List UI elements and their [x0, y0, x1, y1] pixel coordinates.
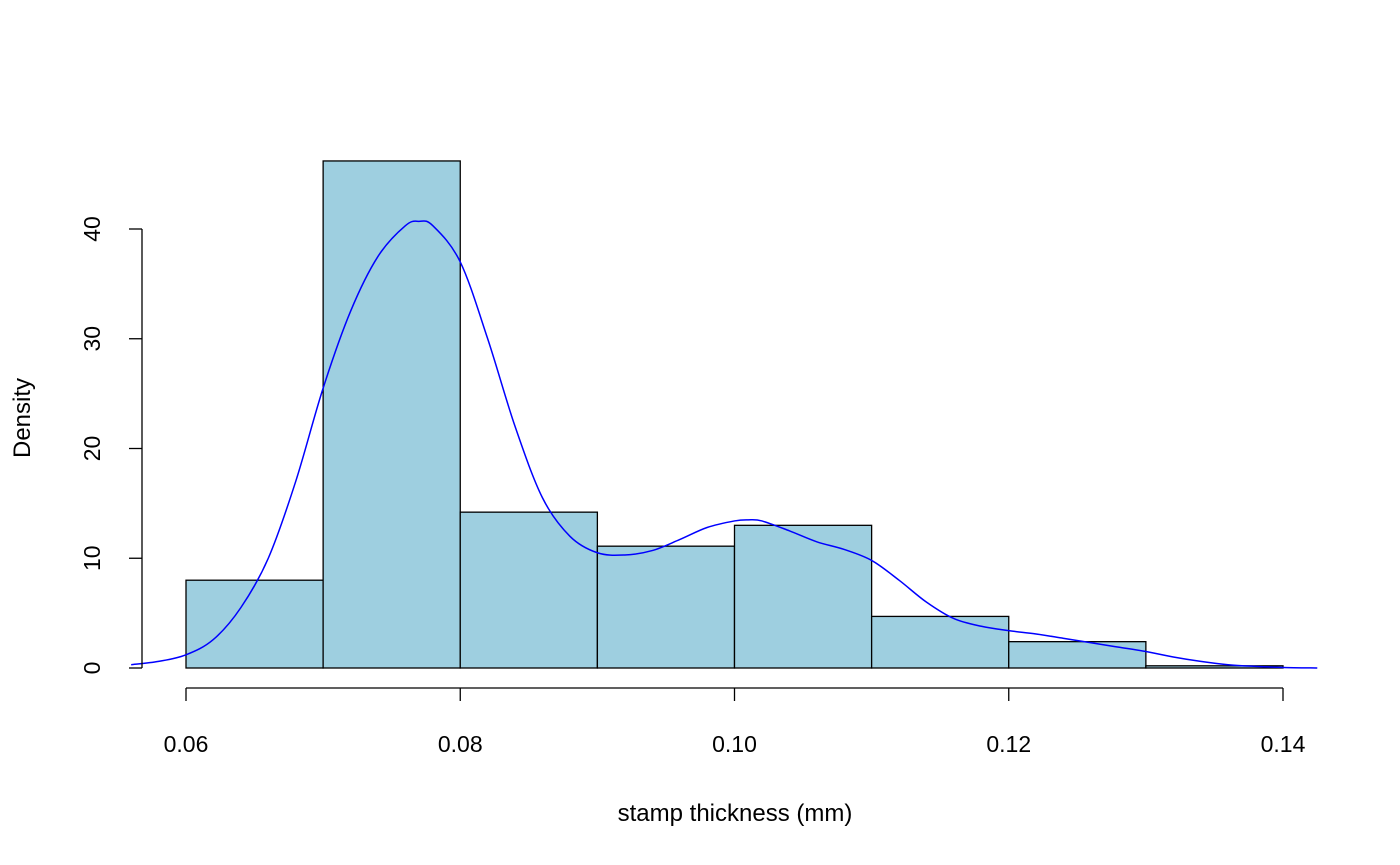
- y-tick-label: 0: [79, 662, 105, 675]
- histogram-bar-5: [733, 524, 873, 669]
- x-tick-label: 0.06: [164, 731, 209, 757]
- y-axis-label: Density: [9, 378, 36, 458]
- y-tick-label: 20: [79, 436, 105, 462]
- histogram-bar-6: [870, 615, 1010, 669]
- histogram-bar-3: [459, 511, 599, 669]
- y-axis: 0 10 20 30 40: [79, 216, 143, 675]
- histogram-bar-2: [322, 160, 461, 669]
- x-tick-label: 0.12: [986, 731, 1031, 757]
- x-tick-label: 0.10: [712, 731, 757, 757]
- x-axis-label: stamp thickness (mm): [618, 800, 853, 827]
- y-tick-label: 10: [79, 545, 105, 571]
- histogram-bar-1: [185, 579, 324, 669]
- histogram-bars: [185, 160, 1284, 669]
- x-tick-label: 0.08: [438, 731, 483, 757]
- y-tick-label: 40: [79, 216, 105, 242]
- density-curve: [131, 220, 1318, 669]
- histogram-bar-4: [596, 545, 736, 669]
- x-axis: 0.06 0.08 0.10 0.12 0.14: [164, 687, 1306, 757]
- y-tick-label: 30: [79, 326, 105, 352]
- x-tick-label: 0.14: [1261, 731, 1306, 757]
- histogram-bar-7: [1008, 641, 1147, 669]
